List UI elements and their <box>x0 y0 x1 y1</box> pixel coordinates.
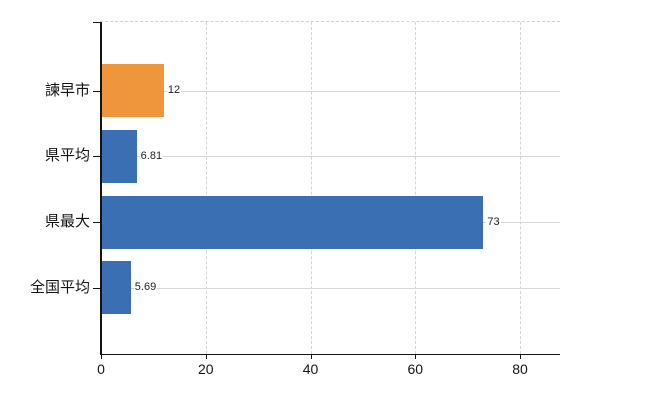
x-axis-tick <box>310 354 312 359</box>
x-axis-line <box>100 353 560 355</box>
h-gridline <box>100 90 560 92</box>
y-axis-line <box>100 22 102 354</box>
category-label: 県最大 <box>44 213 90 230</box>
x-tick-label: 40 <box>302 361 319 377</box>
value-label: 5.69 <box>133 281 158 295</box>
bar <box>101 64 164 117</box>
h-gridline <box>100 156 560 158</box>
bar <box>101 129 137 183</box>
x-tick-label: 80 <box>512 361 528 377</box>
value-label: 73 <box>486 215 501 229</box>
x-axis-tick <box>101 354 102 359</box>
x-tick-label: 60 <box>407 361 424 377</box>
x-axis-tick <box>415 354 417 359</box>
x-tick-label: 20 <box>197 361 214 377</box>
plot-area: 0 20 40 60 80 諫早市 12 県平均 6.81 県最大 73 全国平均 5.69 <box>30 21 560 377</box>
x-axis-tick <box>205 354 207 359</box>
v-gridline <box>520 22 521 354</box>
y-axis-top-tick <box>93 22 100 23</box>
category-label: 諫早市 <box>44 81 90 99</box>
y-axis-tick <box>93 222 100 223</box>
bar <box>101 195 484 249</box>
y-axis-tick <box>93 287 100 289</box>
y-axis-tick <box>93 90 100 92</box>
category-label: 全国平均 <box>29 278 90 296</box>
x-axis-tick <box>520 354 521 359</box>
value-label: 6.81 <box>139 149 164 163</box>
value-label: 12 <box>166 84 182 97</box>
y-axis-tick <box>93 156 100 158</box>
category-label: 県平均 <box>44 147 90 165</box>
v-gridline <box>310 22 312 354</box>
v-gridline <box>415 22 417 354</box>
h-gridline <box>100 287 560 289</box>
v-gridline <box>205 22 207 354</box>
x-tick-label: 0 <box>97 361 105 377</box>
bar <box>101 261 131 315</box>
